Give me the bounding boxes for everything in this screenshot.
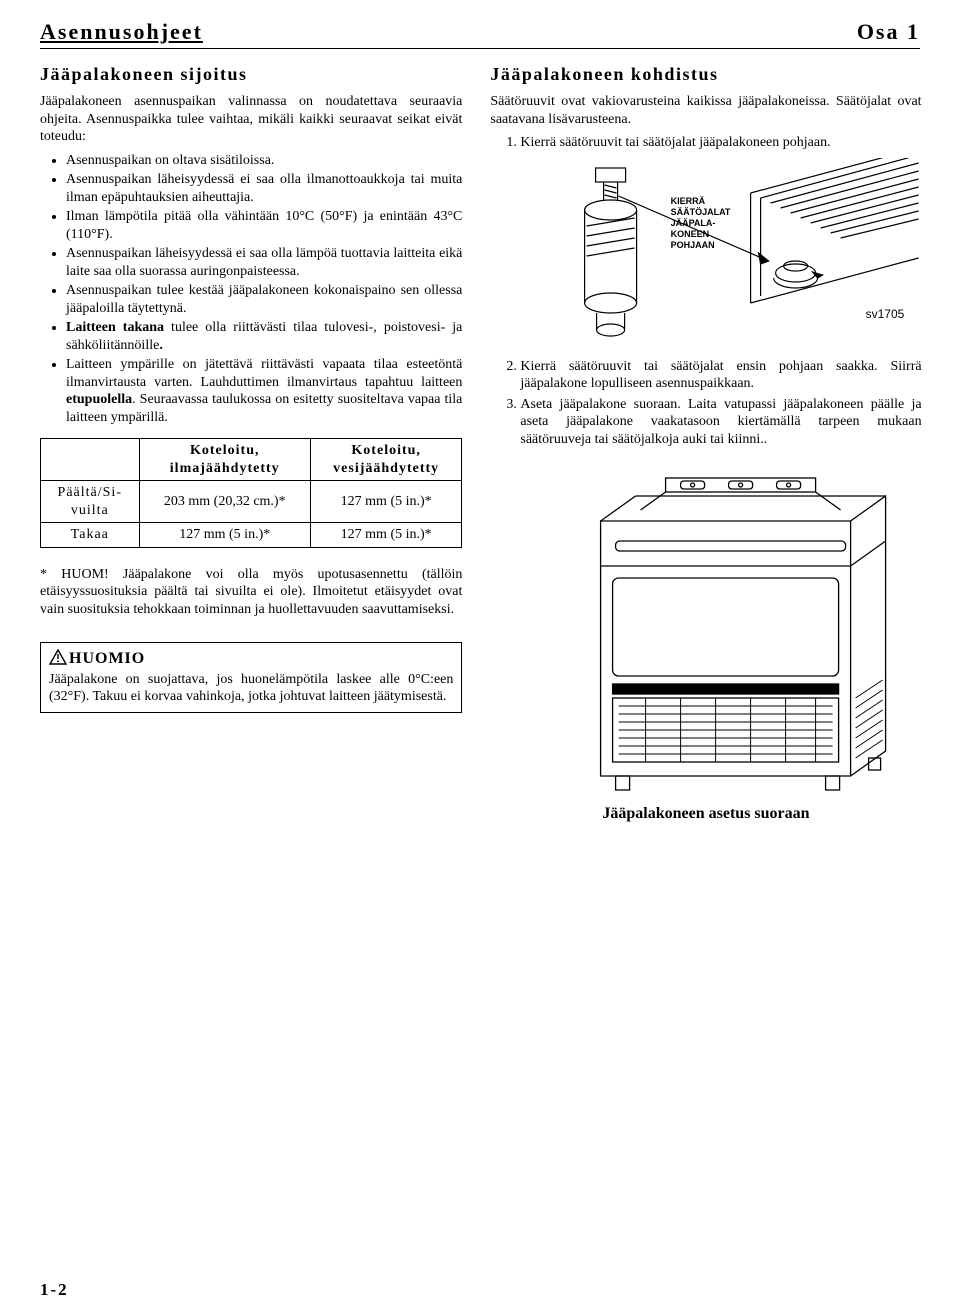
warning-icon [49, 649, 67, 671]
left-title: Jääpalakoneen sijoitus [40, 63, 462, 86]
steps-list-1: Kierrä säätöruuvit tai säätöjalat jääpal… [490, 134, 921, 152]
right-column: Jääpalakoneen kohdistus Säätöruuvit ovat… [490, 63, 921, 825]
page-header: Asennusohjeet Osa 1 [40, 18, 920, 49]
requirement-item: Asennuspaikan on oltava sisätiloissa. [66, 152, 462, 170]
diagram2-caption: Jääpalakoneen asetus suoraan [490, 804, 921, 824]
steps-list-2: Kierrä säätöruuvit tai säätöjalat ensin … [490, 358, 921, 449]
machine-level-diagram [490, 466, 921, 796]
left-intro: Jääpalakoneen asennuspaikan valinnassa o… [40, 93, 462, 146]
right-intro: Säätöruuvit ovat vakiovarusteina kaikiss… [490, 93, 921, 128]
caution-title: HUOMIO [69, 650, 145, 667]
step-3: Aseta jääpalakone suoraan. Laita vatupas… [520, 396, 921, 449]
cell-value: 203 mm (20,32 cm.)* [139, 481, 310, 523]
leveling-diagram: KIERRÄ SÄÄTÖJALAT JÄÄPALA- KONEEN POHJAA… [490, 158, 921, 348]
cell-value: 127 mm (5 in.)* [310, 523, 461, 548]
note-text: * HUOM! Jääpalakone voi olla myös upotus… [40, 566, 462, 619]
requirement-item: Ilman lämpötila pitää olla vähintään 10°… [66, 208, 462, 243]
caution-box: HUOMIO Jääpalakone on suojattava, jos hu… [40, 642, 462, 713]
requirement-item: Asennuspaikan läheisyydessä ei saa olla … [66, 171, 462, 206]
cell-value: 127 mm (5 in.)* [139, 523, 310, 548]
requirement-item: Laitteen takana tulee olla riittävästi t… [66, 319, 462, 354]
clearance-table: Koteloitu,ilmajäähdytetty Koteloitu,vesi… [40, 438, 462, 548]
requirement-item: Laitteen ympärille on jätettävä riittävä… [66, 356, 462, 426]
th-water: Koteloitu,vesijäähdytetty [310, 439, 461, 481]
section-title: Asennusohjeet [40, 18, 203, 46]
sv-code: sv1705 [866, 307, 905, 321]
step-2: Kierrä säätöruuvit tai säätöjalat ensin … [520, 358, 921, 393]
th-air: Koteloitu,ilmajäähdytetty [139, 439, 310, 481]
content-columns: Jääpalakoneen sijoitus Jääpalakoneen ase… [40, 63, 920, 825]
step-1: Kierrä säätöruuvit tai säätöjalat jääpal… [520, 134, 921, 152]
row-label: Takaa [41, 523, 140, 548]
row-label: Päältä/Si-vuilta [41, 481, 140, 523]
requirement-item: Asennuspaikan läheisyydessä ei saa olla … [66, 245, 462, 280]
th-blank [41, 439, 140, 481]
left-column: Jääpalakoneen sijoitus Jääpalakoneen ase… [40, 63, 462, 825]
page-number: 1-2 [40, 1279, 69, 1300]
requirement-item: Asennuspaikan tulee kestää jääpalakoneen… [66, 282, 462, 317]
right-title: Jääpalakoneen kohdistus [490, 63, 921, 86]
requirements-list: Asennuspaikan on oltava sisätiloissa.Ase… [40, 152, 462, 427]
caution-text: Jääpalakone on suojattava, jos huonelämp… [49, 672, 453, 705]
cell-value: 127 mm (5 in.)* [310, 481, 461, 523]
part-label: Osa 1 [857, 18, 920, 46]
